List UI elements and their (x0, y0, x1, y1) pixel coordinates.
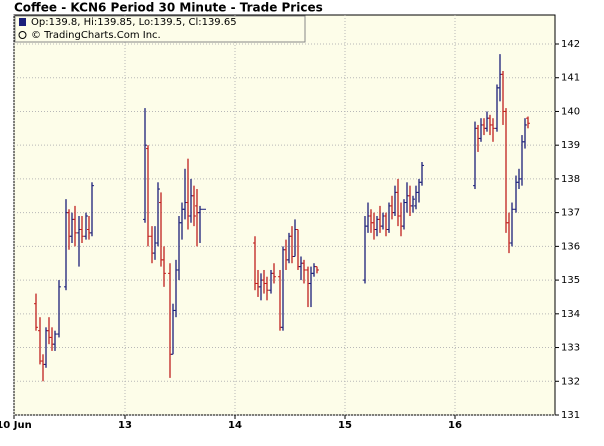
copyright-icon (18, 31, 27, 39)
x-tick-label: 15 (338, 420, 352, 431)
ohlc-bar (146, 145, 150, 247)
bars (34, 54, 530, 382)
ohlc-bar (84, 212, 88, 240)
y-tick-label: 137 (561, 208, 580, 219)
ohlc-bar (510, 202, 514, 247)
ohlc-bar (491, 118, 495, 142)
plot-area (13, 14, 556, 416)
y-tick-label: 141 (561, 73, 580, 84)
ohlc-bar (526, 116, 530, 129)
ohlc-bar (272, 263, 276, 284)
ohlc-bar (57, 280, 61, 338)
ohlc-bar (156, 182, 160, 247)
y-tick-label: 142 (561, 39, 580, 50)
y-tick-label: 139 (561, 140, 580, 151)
ohlc-bar (198, 205, 202, 243)
x-tick-label: 13 (118, 420, 132, 431)
ohlc-bar (265, 276, 269, 301)
ohlc-bar (162, 246, 166, 287)
ohlc-bar (411, 195, 415, 213)
copyright: © TradingCharts.Com Inc. (31, 30, 161, 41)
ohlc-bar (90, 182, 94, 237)
ohlc-bar (53, 330, 57, 351)
x-tick-label: 14 (228, 420, 242, 431)
ohlc-bar (420, 162, 424, 186)
y-tick-label: 132 (561, 376, 580, 387)
ohlc-bar (192, 185, 196, 227)
grid (13, 15, 559, 419)
ohlc-bar (73, 205, 77, 247)
x-tick-label: 16 (448, 420, 462, 431)
legend-text: Op:139.8, Hi:139.85, Lo:139.5, Cl:139.65 (31, 17, 237, 28)
ohlc-bar (315, 266, 319, 274)
legend-box (14, 15, 306, 43)
y-tick-label: 134 (561, 309, 580, 320)
y-tick-label: 135 (561, 275, 580, 286)
ohlc-bar (34, 293, 38, 331)
y-tick-label: 136 (561, 241, 580, 252)
y-tick-label: 140 (561, 106, 580, 117)
legend-swatch (19, 18, 26, 26)
chart-title: Coffee - KCN6 Period 30 Minute - Trade P… (14, 1, 323, 15)
ohlc-bar (80, 216, 84, 243)
ohlc-bar (523, 118, 527, 149)
y-tick-label: 138 (561, 174, 580, 185)
ohlc-bar (302, 259, 306, 284)
ohlc-bar (143, 108, 147, 223)
y-tick-label: 133 (561, 343, 580, 354)
y-tick-label: 131 (561, 410, 580, 421)
x-tick-label: 10 Jun (0, 420, 32, 431)
